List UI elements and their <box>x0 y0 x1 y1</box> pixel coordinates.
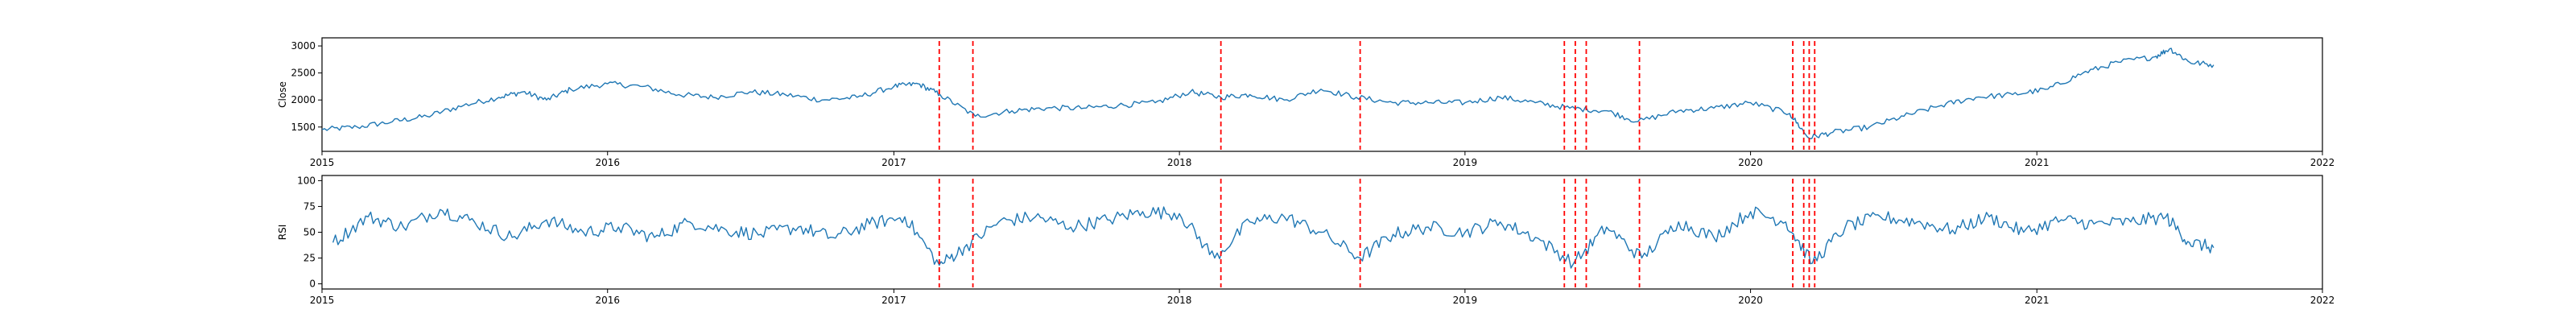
close-x-tick-label: 2016 <box>595 157 620 168</box>
rsi-y-tick-label: 100 <box>297 175 316 186</box>
close-price-panel: 2015 2016 2017 2018 2019 2020 2021 2022 1500 2000… <box>277 37 2335 168</box>
rsi-y-tick-label: 25 <box>303 253 316 264</box>
rsi-ylabel: RSI <box>277 225 288 241</box>
rsi-x-tick-label: 2019 <box>1453 295 1478 306</box>
rsi-x-tick-label: 2021 <box>2025 295 2050 306</box>
rsi-y-tick-label: 75 <box>303 200 316 212</box>
rsi-x-tick-label: 2017 <box>881 295 906 306</box>
rsi-y-tick-label: 50 <box>303 227 316 238</box>
close-y-tick-label: 3000 <box>291 40 316 52</box>
rsi-y-tick-label: 0 <box>309 279 316 290</box>
close-ylabel: Close <box>277 81 288 108</box>
rsi-x-tick-label: 2018 <box>1167 295 1192 306</box>
rsi-panel: 2015 2016 2017 2018 2019 2020 2021 2022 0 25 50 75 1… <box>277 175 2334 306</box>
close-y-tick-label: 1500 <box>291 122 316 133</box>
close-series-line <box>321 47 2215 140</box>
rsi-x-tick-label: 2022 <box>2310 295 2335 306</box>
close-x-tick-label: 2020 <box>1738 157 1763 168</box>
rsi-x-tick-label: 2015 <box>310 295 335 306</box>
rsi-x-tick-label: 2020 <box>1738 295 1763 306</box>
close-x-tick-label: 2021 <box>2025 157 2050 168</box>
close-x-tick-label: 2018 <box>1167 157 1192 168</box>
close-x-tick-label: 2022 <box>2310 157 2335 168</box>
close-y-tick-label: 2500 <box>291 68 316 79</box>
close-axes-frame <box>321 37 2323 152</box>
rsi-x-tick-label: 2016 <box>595 295 620 306</box>
close-x-tick-label: 2017 <box>881 157 906 168</box>
rsi-series-line <box>332 206 2215 269</box>
close-y-tick-label: 2000 <box>291 94 316 105</box>
close-x-tick-label: 2015 <box>310 157 335 168</box>
close-x-tick-label: 2019 <box>1453 157 1478 168</box>
